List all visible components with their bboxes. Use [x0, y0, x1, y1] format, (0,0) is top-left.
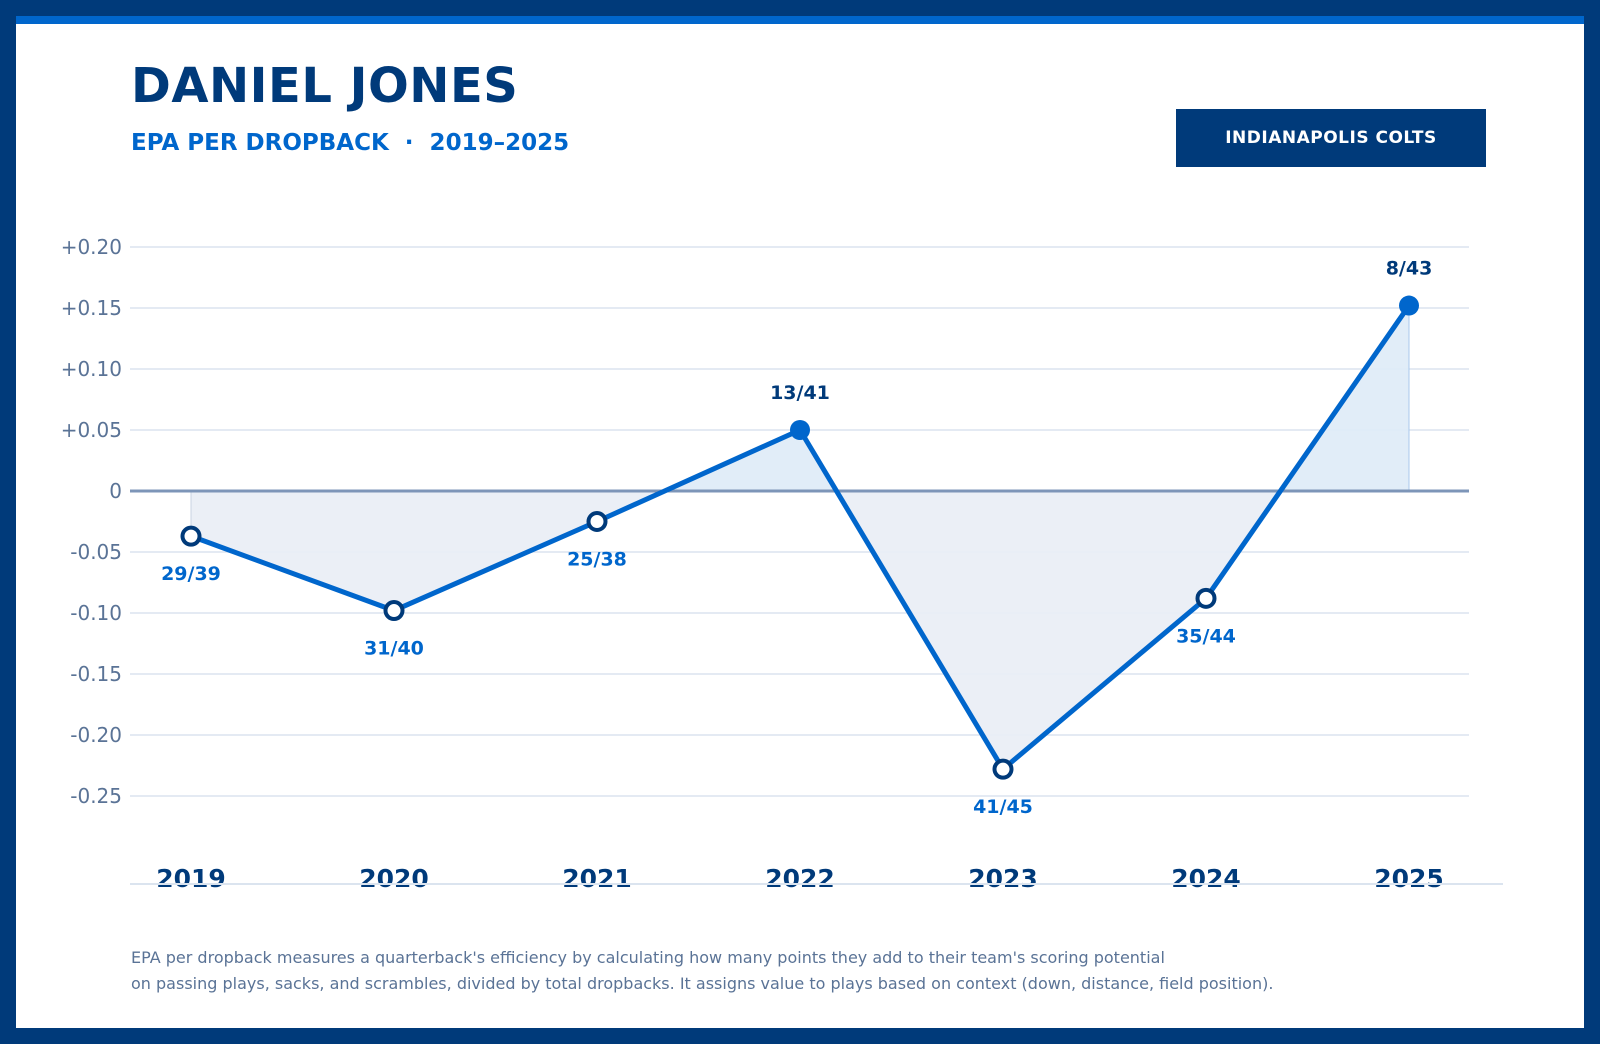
data-point: [586, 511, 608, 532]
data-point: [383, 600, 405, 622]
data-point: [992, 758, 1014, 780]
y-tick-label: +0.05: [61, 418, 122, 442]
area-fill: [191, 491, 394, 611]
data-label: 8/43: [1386, 258, 1433, 280]
x-tick-label: 2023: [968, 864, 1038, 893]
footer-note: EPA per dropback measures a quarterback'…: [131, 945, 1273, 997]
footer-line-1: EPA per dropback measures a quarterback'…: [131, 948, 1165, 967]
footer-line-2: on passing plays, sacks, and scrambles, …: [131, 974, 1274, 993]
y-tick-label: -0.10: [70, 601, 122, 625]
data-label: 13/41: [770, 382, 830, 404]
y-tick-label: -0.05: [70, 540, 122, 564]
data-label: 25/38: [567, 549, 627, 571]
y-tick-label: 0: [109, 479, 122, 503]
y-tick-label: +0.15: [61, 296, 122, 320]
area-fill: [394, 491, 597, 611]
y-tick-label: +0.10: [61, 357, 122, 381]
x-tick-label: 2024: [1171, 864, 1241, 893]
data-label: 29/39: [161, 563, 221, 585]
x-tick-label: 2019: [156, 864, 226, 893]
x-tick-label: 2020: [359, 864, 429, 893]
data-label: 31/40: [364, 638, 424, 660]
y-tick-label: -0.20: [70, 723, 122, 747]
data-point: [790, 420, 810, 440]
x-tick-label: 2021: [562, 864, 632, 893]
x-tick-label: 2025: [1374, 864, 1444, 893]
data-point: [180, 525, 202, 547]
accent-stripe: [16, 16, 1584, 24]
area-fill: [1003, 491, 1206, 770]
y-tick-label: -0.25: [70, 784, 122, 808]
y-tick-label: -0.15: [70, 662, 122, 686]
x-tick-label: 2022: [765, 864, 835, 893]
data-point: [1399, 295, 1419, 316]
y-tick-label: +0.20: [61, 235, 122, 259]
team-badge: INDIANAPOLIS COLTS: [1176, 109, 1486, 167]
data-label: 41/45: [973, 796, 1033, 818]
data-label: 35/44: [1176, 625, 1236, 647]
page-title: DANIEL JONES: [131, 58, 519, 114]
data-point: [1195, 587, 1217, 609]
page-subtitle: EPA PER DROPBACK · 2019–2025: [131, 130, 570, 156]
